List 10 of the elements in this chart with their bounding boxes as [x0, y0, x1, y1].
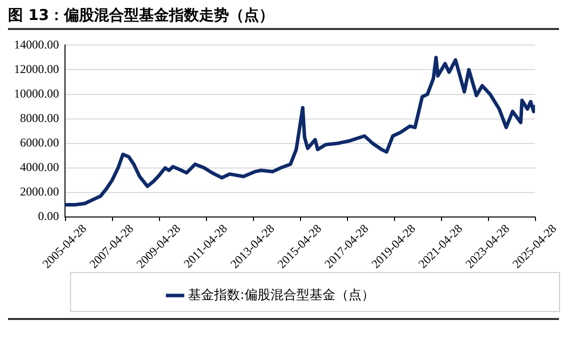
- y-tick-label: 2000.00: [20, 184, 59, 199]
- chart-title: 图 13：偏股混合型基金指数走势（点）: [8, 2, 559, 30]
- legend-label: 基金指数:偏股混合型基金（点）: [188, 288, 374, 303]
- y-tick-label: 6000.00: [20, 136, 59, 150]
- y-tick-label: 8000.00: [20, 110, 59, 125]
- y-tick-label: 4000.00: [20, 160, 59, 174]
- y-tick-label: 14000.00: [14, 37, 59, 52]
- y-tick-label: 0.00: [38, 209, 59, 224]
- y-tick-label: 12000.00: [14, 62, 59, 76]
- y-tick-label: 10000.00: [14, 86, 59, 100]
